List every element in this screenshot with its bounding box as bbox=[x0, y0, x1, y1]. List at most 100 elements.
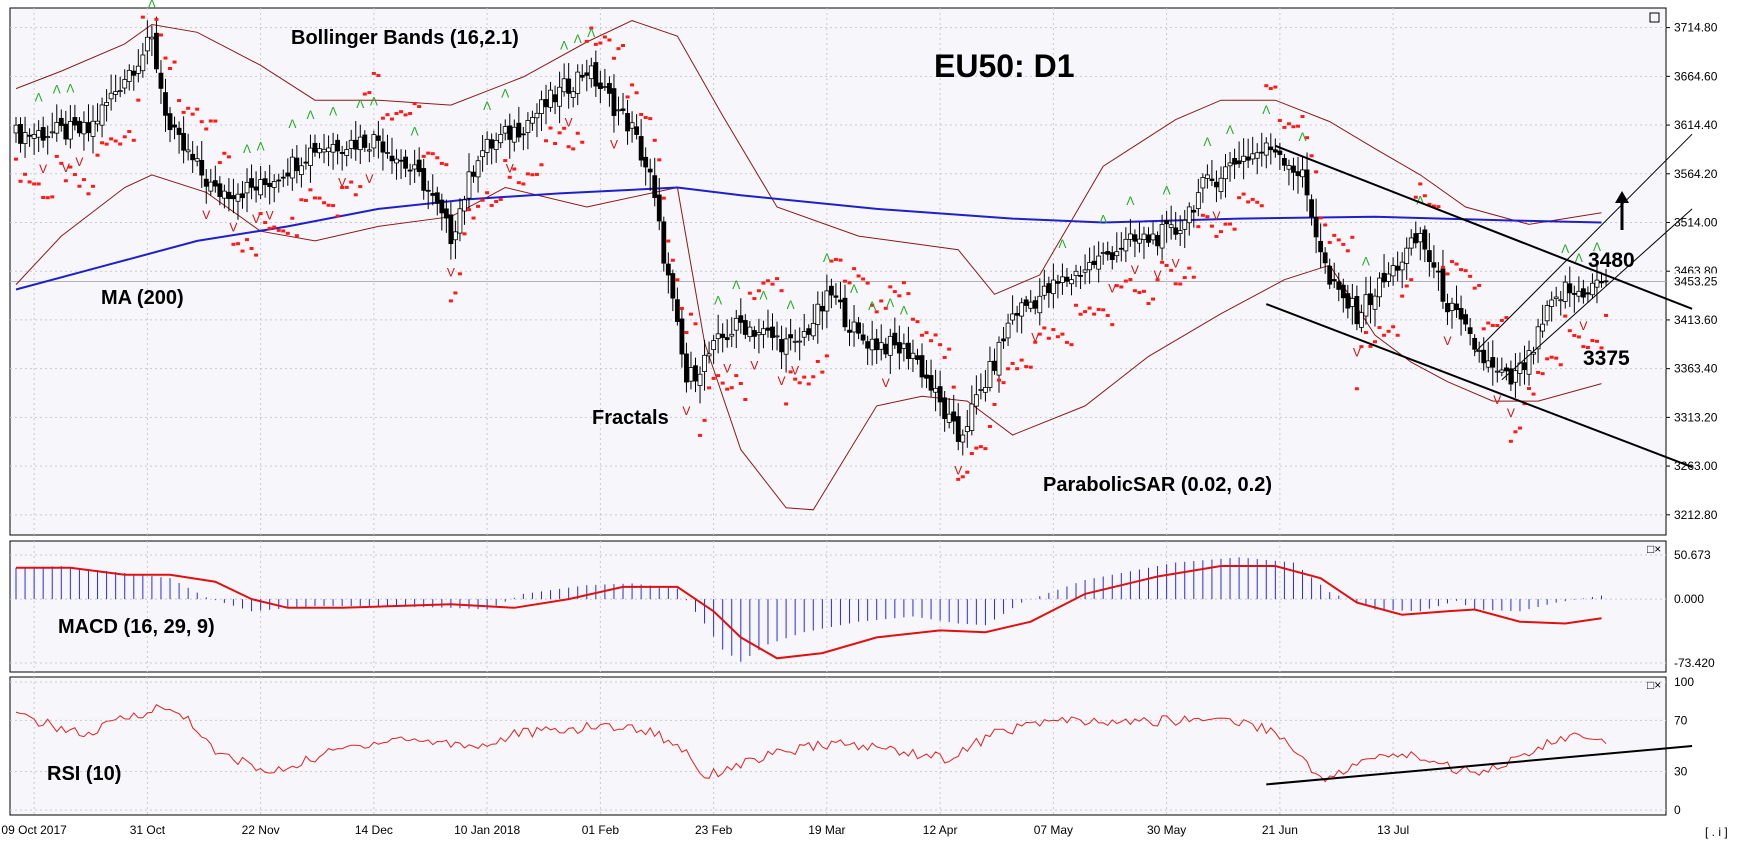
candle-body bbox=[1599, 280, 1604, 284]
sar-dot bbox=[1228, 222, 1233, 226]
x-tick-label: 23 Feb bbox=[695, 823, 733, 837]
sar-dot bbox=[1214, 234, 1219, 238]
candle-body bbox=[1223, 166, 1228, 180]
candle-body bbox=[584, 72, 590, 76]
candle-body bbox=[661, 221, 667, 264]
sar-dot bbox=[1010, 361, 1015, 365]
macd-close-icon[interactable]: □× bbox=[1647, 542, 1661, 556]
sar-dot bbox=[190, 112, 195, 116]
y-tick-label: 3514.00 bbox=[1674, 215, 1718, 229]
sar-dot bbox=[512, 167, 517, 171]
candle-body bbox=[715, 333, 721, 340]
sar-dot bbox=[621, 44, 626, 48]
candle-body bbox=[1191, 209, 1197, 213]
fractal-up-marker: Λ bbox=[257, 139, 265, 153]
rsi-plot bbox=[15, 704, 1693, 786]
fractal-down-marker: V bbox=[1154, 268, 1162, 282]
sar-dot bbox=[1277, 119, 1282, 123]
sar-dot bbox=[1404, 284, 1409, 288]
sar-dot bbox=[32, 182, 37, 186]
candle-body bbox=[493, 139, 499, 150]
y-tick-label: 3714.80 bbox=[1674, 21, 1718, 35]
sar-dot bbox=[566, 145, 571, 149]
fractal-up-marker: Λ bbox=[714, 294, 722, 308]
candle-body bbox=[49, 131, 55, 134]
candle-body bbox=[403, 156, 408, 169]
candle-body bbox=[1204, 174, 1210, 179]
sar-dot bbox=[720, 381, 725, 385]
candle-body bbox=[801, 331, 807, 338]
candle-body bbox=[634, 126, 640, 135]
candle-body bbox=[344, 149, 350, 156]
sar-dot bbox=[1178, 282, 1183, 286]
candle-body bbox=[176, 127, 182, 135]
sar-dot bbox=[684, 331, 689, 335]
candle-body bbox=[960, 434, 966, 443]
sar-dot bbox=[1001, 381, 1006, 385]
sar-dot bbox=[1141, 289, 1146, 293]
target-down-label: 3375 bbox=[1583, 347, 1630, 370]
candle-body bbox=[36, 130, 42, 138]
candle-body bbox=[1590, 282, 1595, 296]
candle-body bbox=[308, 147, 313, 166]
candle-body bbox=[1277, 150, 1283, 155]
sar-dot bbox=[833, 257, 838, 261]
sar-dot bbox=[965, 470, 970, 474]
sar-dot bbox=[1291, 125, 1296, 129]
sar-dot bbox=[462, 232, 467, 236]
candle-body bbox=[1227, 162, 1233, 167]
sar-dot bbox=[938, 343, 943, 347]
macd-tick-label: 50.673 bbox=[1674, 548, 1711, 562]
fractal-up-marker: Λ bbox=[1362, 255, 1370, 269]
candle-body bbox=[1037, 295, 1043, 314]
fractal-up-marker: Λ bbox=[483, 99, 491, 113]
fractal-up-marker: Λ bbox=[886, 296, 894, 310]
sar-dot bbox=[1318, 216, 1323, 220]
sar-dot bbox=[503, 159, 508, 163]
candle-body bbox=[58, 117, 64, 126]
candle-body bbox=[489, 139, 495, 149]
sar-dot bbox=[1169, 268, 1174, 272]
maximize-icon[interactable] bbox=[1649, 12, 1660, 23]
sar-dot bbox=[838, 258, 843, 262]
candle-body bbox=[1010, 313, 1015, 321]
candle-body bbox=[946, 413, 952, 423]
sar-dot bbox=[1495, 323, 1500, 327]
sar-dot bbox=[1128, 278, 1133, 282]
candle-body bbox=[1091, 260, 1097, 265]
candle-body bbox=[104, 102, 109, 106]
sar-dot bbox=[1028, 365, 1033, 369]
sar-dot bbox=[36, 182, 41, 186]
candle-body bbox=[520, 133, 526, 136]
sar-dot bbox=[1305, 136, 1310, 140]
sar-dot bbox=[1286, 122, 1291, 126]
sar-dot bbox=[779, 289, 784, 293]
sar-dot bbox=[59, 161, 64, 165]
sar-dot bbox=[1006, 367, 1011, 371]
candle-body bbox=[1014, 312, 1020, 316]
macd-label: MACD (16, 29, 9) bbox=[58, 616, 215, 638]
x-tick-label: 30 May bbox=[1147, 823, 1186, 837]
candle-body bbox=[253, 186, 259, 191]
sar-dot bbox=[1558, 363, 1563, 367]
rsi-close-icon[interactable]: □× bbox=[1647, 678, 1661, 692]
sar-dot bbox=[426, 151, 431, 155]
sar-dot bbox=[498, 197, 503, 201]
candle-body bbox=[915, 355, 920, 360]
candle-body bbox=[1132, 234, 1138, 242]
fractal-up-marker: Λ bbox=[1163, 184, 1171, 198]
sar-dot bbox=[385, 113, 390, 117]
candle-body bbox=[742, 320, 748, 335]
sar-dot bbox=[362, 92, 367, 96]
sar-dot bbox=[738, 382, 743, 386]
candle-body bbox=[978, 389, 984, 391]
sar-dot bbox=[195, 107, 200, 111]
sar-dot bbox=[534, 172, 539, 176]
sar-dot bbox=[131, 138, 136, 142]
sar-dot bbox=[661, 196, 666, 200]
macd-tick-label: 0.000 bbox=[1674, 592, 1704, 606]
sar-dot bbox=[521, 182, 526, 186]
bollinger-label: Bollinger Bands (16,2.1) bbox=[291, 27, 519, 49]
sar-dot bbox=[1377, 326, 1382, 330]
sar-dot bbox=[421, 154, 426, 158]
